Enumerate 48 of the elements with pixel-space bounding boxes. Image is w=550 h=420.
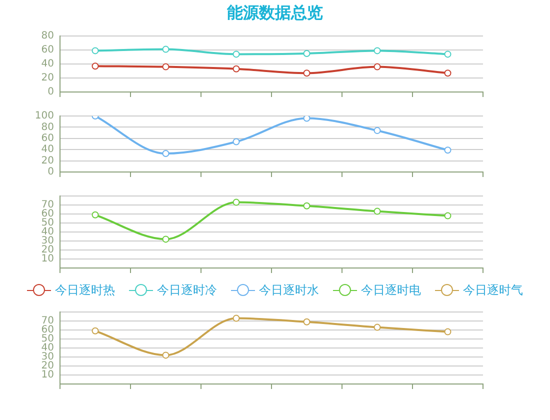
y-tick-label: 10: [41, 370, 54, 381]
y-tick-label: 0: [48, 166, 54, 178]
point: [232, 314, 240, 322]
point: [374, 63, 381, 70]
point: [162, 63, 170, 70]
point: [374, 47, 381, 54]
y-tick-label: 80: [41, 30, 54, 42]
point: [303, 50, 310, 57]
text: 今日逐时水: [259, 282, 319, 296]
point: [162, 46, 170, 53]
point: [374, 324, 381, 331]
point: [374, 208, 381, 215]
text: 今日逐时冷: [157, 282, 217, 296]
y-tick-label: 20: [41, 155, 54, 166]
point: [162, 150, 170, 158]
y-tick-label: 60: [41, 44, 54, 56]
point: [303, 116, 310, 122]
text: 今日逐时气: [463, 282, 523, 296]
chart-title: 能源数据总览: [226, 2, 324, 24]
y-tick-label: 40: [41, 58, 54, 70]
point: [92, 62, 99, 70]
y-tick-label: 10: [41, 254, 54, 265]
text: 今日逐时热: [55, 282, 115, 296]
point: [92, 211, 99, 218]
point: [444, 328, 452, 336]
point: [303, 70, 310, 77]
point: [232, 65, 240, 72]
point: [92, 47, 99, 54]
y-tick-label: 60: [41, 132, 54, 144]
point: [232, 50, 240, 58]
y-tick-label: 40: [41, 144, 54, 156]
point: [444, 70, 452, 77]
y-tick-label: 100: [34, 110, 54, 122]
point: [303, 318, 310, 326]
point: [303, 202, 310, 210]
y-tick-label: 0: [48, 86, 54, 98]
legend-label: 今日逐时电: [361, 282, 421, 298]
point: [444, 212, 452, 220]
point: [162, 236, 170, 243]
point: [232, 138, 240, 146]
y-tick-label: 20: [41, 72, 54, 84]
point: [92, 327, 99, 334]
point: [162, 352, 170, 359]
point: [444, 50, 452, 58]
point: [232, 198, 240, 206]
y-tick-label: 80: [41, 122, 54, 133]
point: [374, 127, 381, 134]
point: [444, 146, 452, 154]
